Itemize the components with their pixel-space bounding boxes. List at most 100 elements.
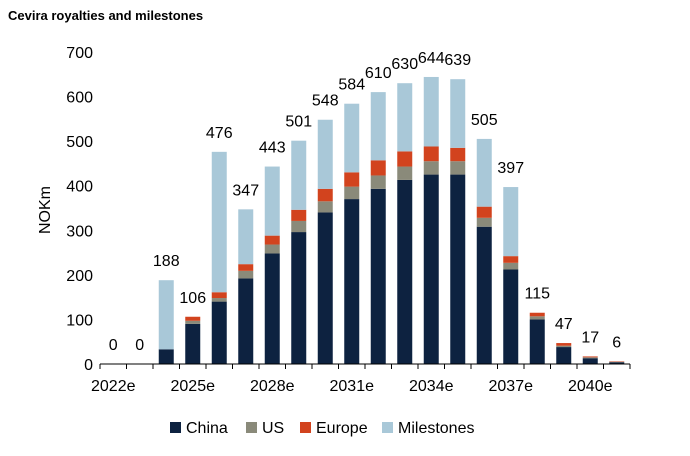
bar-segment-europe	[344, 172, 360, 187]
legend-label-us: US	[262, 420, 284, 437]
x-tick-label: 2031e	[330, 378, 375, 395]
total-label: 17	[581, 329, 599, 346]
bar-segment-us	[291, 220, 307, 233]
legend-swatch-milestones	[382, 422, 393, 433]
bar-segment-us	[582, 357, 598, 359]
bar-segment-us	[211, 298, 227, 302]
bar-segment-china	[397, 179, 413, 364]
bar-segment-us	[344, 186, 360, 200]
bar-segment-us	[503, 262, 519, 270]
bar-segment-china	[211, 301, 227, 364]
total-label: 639	[444, 52, 471, 69]
legend-swatch-us	[246, 422, 257, 433]
bar-segment-us	[185, 320, 201, 324]
bar-segment-china	[609, 362, 625, 364]
total-label: 47	[555, 316, 573, 333]
y-axis-label: NOKm	[37, 186, 54, 234]
bar-segment-milestones	[423, 76, 439, 147]
y-tick-label: 400	[66, 179, 93, 196]
bar-segment-milestones	[503, 187, 519, 257]
bar-segment-milestones	[158, 280, 174, 350]
y-tick-label: 500	[66, 134, 93, 151]
bar-segment-china	[291, 232, 307, 364]
bar-segment-europe	[450, 147, 466, 162]
bar-segment-milestones	[450, 79, 466, 148]
total-label: 106	[179, 290, 206, 307]
bar-segment-milestones	[397, 83, 413, 152]
bar-segment-europe	[238, 264, 254, 271]
total-label: 443	[259, 140, 286, 157]
bar-segment-us	[264, 244, 280, 254]
y-tick-label: 200	[66, 268, 93, 285]
bar-segment-europe	[529, 312, 545, 317]
total-label: 397	[497, 160, 524, 177]
bar-segment-europe	[397, 151, 413, 167]
total-label: 501	[285, 114, 312, 131]
x-tick-label: 2028e	[250, 378, 295, 395]
y-tick-label: 300	[66, 223, 93, 240]
bar-segment-europe	[185, 316, 201, 321]
x-tick-label: 2022e	[91, 378, 136, 395]
bar-segment-milestones	[211, 151, 227, 293]
chart-title: Cevira royalties and milestones	[8, 8, 204, 23]
bar-segment-china	[264, 253, 280, 364]
bar-segment-us	[423, 161, 439, 175]
bar-segment-europe	[211, 292, 227, 299]
bar-segment-china	[238, 278, 254, 364]
bar-segment-china	[529, 319, 545, 364]
bar-segment-milestones	[370, 92, 386, 161]
bar-segment-china	[556, 347, 572, 364]
bars	[158, 76, 625, 364]
legend: China US Europe Milestones	[170, 420, 474, 437]
bar-segment-us	[370, 175, 386, 189]
bar-segment-china	[503, 269, 519, 364]
bar-segment-us	[450, 161, 466, 175]
bar-segment-us	[476, 217, 492, 227]
y-tick-label: 600	[66, 90, 93, 107]
bar-segment-europe	[264, 235, 280, 245]
bar-segment-milestones	[476, 138, 492, 207]
total-label: 644	[418, 50, 445, 67]
bar-segment-china	[476, 226, 492, 364]
bar-segment-china	[185, 323, 201, 364]
total-label: 630	[391, 56, 418, 73]
total-label: 505	[471, 112, 498, 129]
bar-segment-europe	[582, 356, 598, 358]
bar-segment-europe	[476, 206, 492, 218]
bar-segment-china	[450, 174, 466, 364]
bar-segment-milestones	[238, 209, 254, 265]
x-tick-label: 2040e	[568, 378, 613, 395]
bar-segment-us	[238, 270, 254, 279]
total-label: 347	[232, 182, 259, 199]
bar-segment-europe	[503, 256, 519, 263]
x-tick-label: 2025e	[171, 378, 216, 395]
total-label: 188	[153, 253, 180, 270]
bar-segment-china	[423, 174, 439, 364]
legend-swatch-china	[170, 422, 181, 433]
total-label: 610	[365, 65, 392, 82]
bar-segment-milestones	[344, 103, 360, 173]
x-tick-label: 2034e	[409, 378, 454, 395]
bar-segment-china	[317, 212, 333, 364]
bar-segment-china	[370, 188, 386, 364]
x-tick-label: 2037e	[489, 378, 534, 395]
bar-segment-us	[529, 316, 545, 320]
x-axis: 2022e 2025e 2028e 2031e 2034e 2037e 2040e	[91, 363, 631, 395]
bar-segment-us	[556, 345, 572, 348]
bar-segment-china	[344, 199, 360, 364]
total-label: 476	[206, 125, 233, 142]
bar-segment-europe	[370, 160, 386, 176]
bar-segment-milestones	[317, 119, 333, 189]
bar-segment-us	[317, 201, 333, 213]
y-axis: 0 100 200 300 400 500 600 700	[66, 45, 93, 374]
total-label: 0	[135, 337, 144, 354]
total-label: 584	[338, 77, 365, 94]
bar-segment-europe	[291, 209, 307, 221]
total-label: 115	[524, 286, 550, 303]
bar-segment-europe	[423, 146, 439, 162]
y-tick-label: 100	[66, 312, 93, 329]
legend-label-europe: Europe	[316, 420, 368, 437]
bar-segment-china	[582, 358, 598, 364]
